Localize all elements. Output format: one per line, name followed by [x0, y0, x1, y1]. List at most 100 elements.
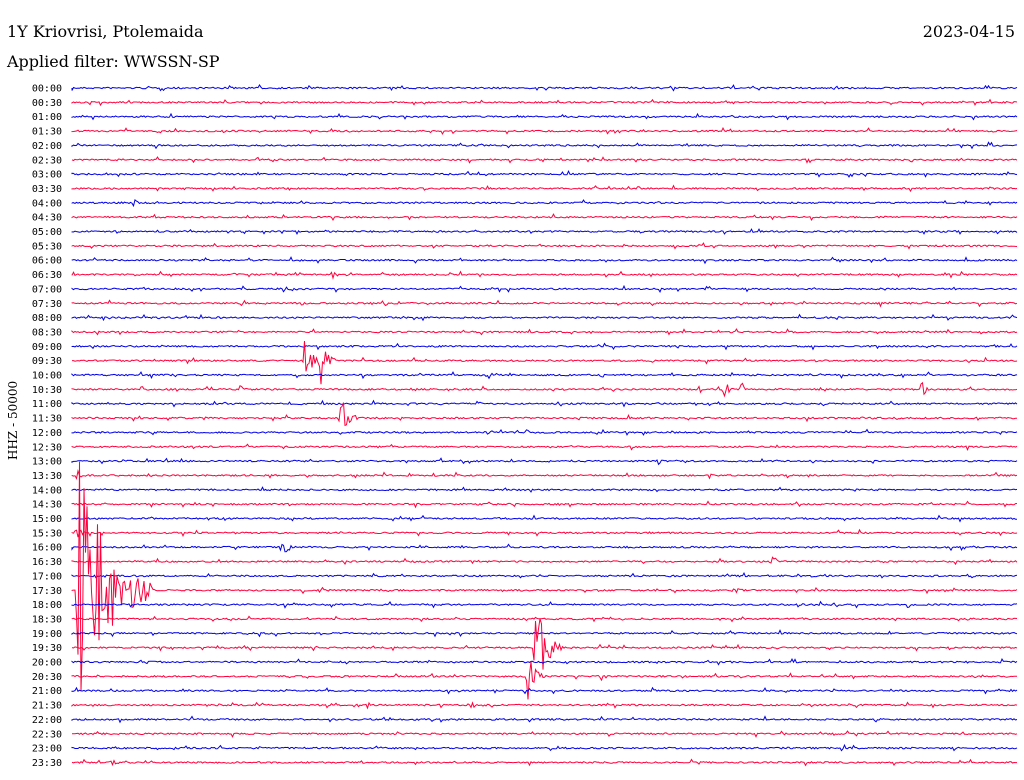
- trace-line: [71, 141, 1018, 150]
- row-time-label: 07:00: [32, 284, 62, 295]
- trace-line: [71, 328, 1018, 336]
- trace-line: [71, 428, 1018, 436]
- row-time-label: 14:00: [32, 485, 62, 496]
- row-time-label: 01:30: [32, 127, 62, 138]
- trace-line: [71, 618, 1018, 670]
- row-time-label: 02:00: [32, 141, 62, 152]
- row-time-label: 00:30: [32, 98, 62, 109]
- row-time-label: 19:30: [32, 643, 62, 654]
- row-time-label: 13:30: [32, 471, 62, 482]
- row-time-label: 15:30: [32, 528, 62, 539]
- trace-line: [71, 242, 1018, 250]
- filter-label: Applied filter: WWSSN-SP: [7, 52, 220, 71]
- row-time-label: 21:30: [32, 701, 62, 712]
- trace-line: [71, 461, 1018, 691]
- trace-line: [71, 486, 1018, 493]
- trace-line: [71, 701, 1018, 710]
- row-time-label: 02:30: [32, 155, 62, 166]
- trace-line: [71, 184, 1018, 193]
- trace-line: [71, 556, 1018, 566]
- row-time-label: 01:00: [32, 112, 62, 123]
- trace-line: [71, 228, 1018, 236]
- trace-line: [71, 256, 1018, 265]
- row-time-label: 22:30: [32, 729, 62, 740]
- trace-line: [71, 313, 1018, 322]
- row-time-label: 18:30: [32, 614, 62, 625]
- row-time-label: 18:00: [32, 600, 62, 611]
- record-date: 2023-04-15: [922, 22, 1015, 41]
- trace-line: [71, 402, 1017, 427]
- row-time-label: 22:00: [32, 715, 62, 726]
- row-time-label: 12:00: [32, 428, 62, 439]
- trace-line: [71, 469, 1018, 480]
- row-time-label: 12:30: [32, 442, 62, 453]
- trace-line: [72, 730, 1018, 738]
- row-time-label: 08:00: [32, 313, 62, 324]
- trace-line: [71, 686, 1018, 695]
- row-time-label: 08:30: [32, 327, 62, 338]
- row-time-label: 23:00: [32, 744, 62, 755]
- trace-line: [71, 629, 1018, 638]
- trace-line: [71, 299, 1018, 308]
- trace-line: [71, 571, 1018, 579]
- trace-line: [71, 500, 1018, 509]
- row-time-label: 11:00: [32, 399, 62, 410]
- row-time-label: 13:00: [32, 457, 62, 468]
- trace-line: [71, 84, 1018, 92]
- row-time-label: 21:00: [32, 686, 62, 697]
- row-time-label: 19:00: [32, 629, 62, 640]
- row-time-label: 15:00: [32, 514, 62, 525]
- trace-line: [71, 270, 1018, 280]
- trace-line: [71, 213, 1018, 222]
- trace-line: [71, 98, 1018, 107]
- row-time-label: 04:30: [32, 213, 62, 224]
- row-time-label: 05:00: [32, 227, 62, 238]
- trace-line: [71, 758, 1017, 767]
- trace-line: [71, 657, 1018, 666]
- row-time-label: 23:30: [32, 758, 62, 769]
- trace-line: [71, 169, 1018, 178]
- row-time-label: 09:30: [32, 356, 62, 367]
- row-time-label: 20:00: [32, 658, 62, 669]
- row-time-label: 10:00: [32, 371, 62, 382]
- trace-line: [71, 371, 1018, 380]
- trace-line: [71, 514, 1018, 523]
- trace-line: [72, 340, 1018, 385]
- trace-line: [71, 156, 1018, 164]
- trace-line: [71, 715, 1018, 724]
- trace-line: [71, 284, 1018, 293]
- row-time-label: 16:30: [32, 557, 62, 568]
- trace-line: [71, 600, 1018, 609]
- trace-line: [71, 615, 1018, 623]
- trace-line: [71, 342, 1018, 351]
- row-time-label: 06:00: [32, 256, 62, 267]
- trace-line: [71, 199, 1018, 208]
- trace-line: [71, 443, 1018, 451]
- trace-line: [71, 543, 1018, 553]
- trace-line: [71, 126, 1018, 136]
- row-time-label: 04:00: [32, 198, 62, 209]
- row-time-label: 20:30: [32, 672, 62, 683]
- row-time-label: 17:00: [32, 571, 62, 582]
- trace-line: [71, 743, 1018, 752]
- row-time-label: 03:30: [32, 184, 62, 195]
- trace-line: [71, 457, 1018, 466]
- station-title: 1Y Kriovrisi, Ptolemaida: [7, 22, 204, 41]
- row-time-label: 09:00: [32, 342, 62, 353]
- row-time-label: 11:30: [32, 414, 62, 425]
- trace-line: [71, 399, 1018, 408]
- row-time-label: 14:30: [32, 500, 62, 511]
- row-time-label: 06:30: [32, 270, 62, 281]
- row-time-label: 17:30: [32, 586, 62, 597]
- row-time-label: 00:00: [32, 84, 62, 95]
- row-time-label: 16:00: [32, 543, 62, 554]
- trace-line: [71, 528, 1018, 538]
- trace-line: [71, 661, 1018, 700]
- row-time-label: 05:30: [32, 241, 62, 252]
- row-time-label: 03:00: [32, 170, 62, 181]
- trace-line: [71, 381, 1018, 398]
- row-time-label: 07:30: [32, 299, 62, 310]
- row-time-label: 10:30: [32, 385, 62, 396]
